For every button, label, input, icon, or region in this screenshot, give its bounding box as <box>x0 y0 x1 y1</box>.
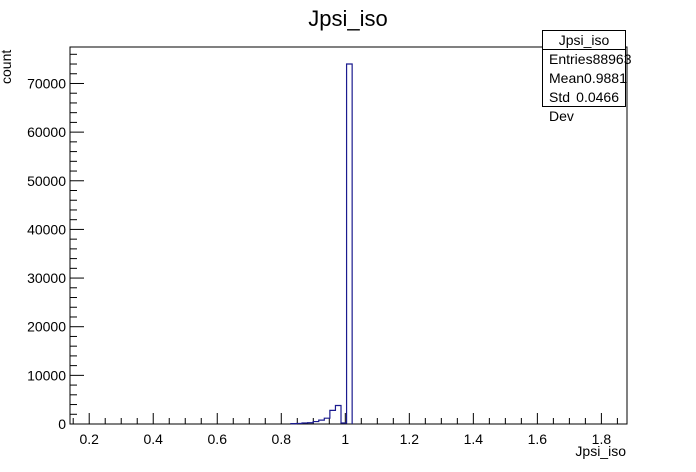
y-tick-label: 10000 <box>27 367 66 383</box>
x-tick-label: 0.6 <box>208 431 228 447</box>
x-tick-label: 0.8 <box>272 431 292 447</box>
stats-label: Mean <box>549 70 585 86</box>
stats-row-mean: Mean 0.9881 <box>543 69 627 88</box>
y-axis: 0 10000 20000 30000 40000 50000 60000 70000 <box>27 53 84 432</box>
stats-value: 88963 <box>592 51 632 67</box>
y-tick-label: 70000 <box>27 75 66 91</box>
stats-box: Jpsi_iso Entries 88963 Mean 0.9881 Std D… <box>542 30 632 124</box>
stats-value: 0.0466 <box>576 89 619 105</box>
stats-box-title: Jpsi_iso <box>543 31 625 50</box>
y-tick-label: 50000 <box>27 173 66 189</box>
x-tick-label: 0.4 <box>143 431 163 447</box>
stats-label: Std Dev <box>549 89 574 124</box>
stats-row-stddev: Std Dev 0.0466 <box>543 88 625 124</box>
x-axis-title: Jpsi_iso <box>575 443 626 459</box>
stats-value: 0.9881 <box>584 70 627 86</box>
x-tick-label: 1.4 <box>464 431 484 447</box>
histogram-line <box>290 63 353 425</box>
y-tick-label: 30000 <box>27 270 66 286</box>
x-axis: 0.2 0.4 0.6 0.8 1 1.2 1.4 1.6 1.8 <box>72 413 618 447</box>
y-axis-title: count <box>0 50 14 84</box>
stats-row-entries: Entries 88963 <box>543 50 632 69</box>
x-tick-label: 1.8 <box>592 431 612 447</box>
y-tick-label: 0 <box>58 416 66 432</box>
y-tick-label: 20000 <box>27 319 66 335</box>
y-tick-label: 60000 <box>27 124 66 140</box>
chart-title: Jpsi_iso <box>308 6 387 31</box>
x-tick-label: 1.2 <box>400 431 420 447</box>
x-tick-label: 1 <box>341 431 349 447</box>
stats-label: Entries <box>549 51 593 67</box>
y-tick-label: 40000 <box>27 221 66 237</box>
x-tick-label: 0.2 <box>79 431 99 447</box>
plot-frame <box>69 46 628 425</box>
x-tick-label: 1.6 <box>528 431 548 447</box>
